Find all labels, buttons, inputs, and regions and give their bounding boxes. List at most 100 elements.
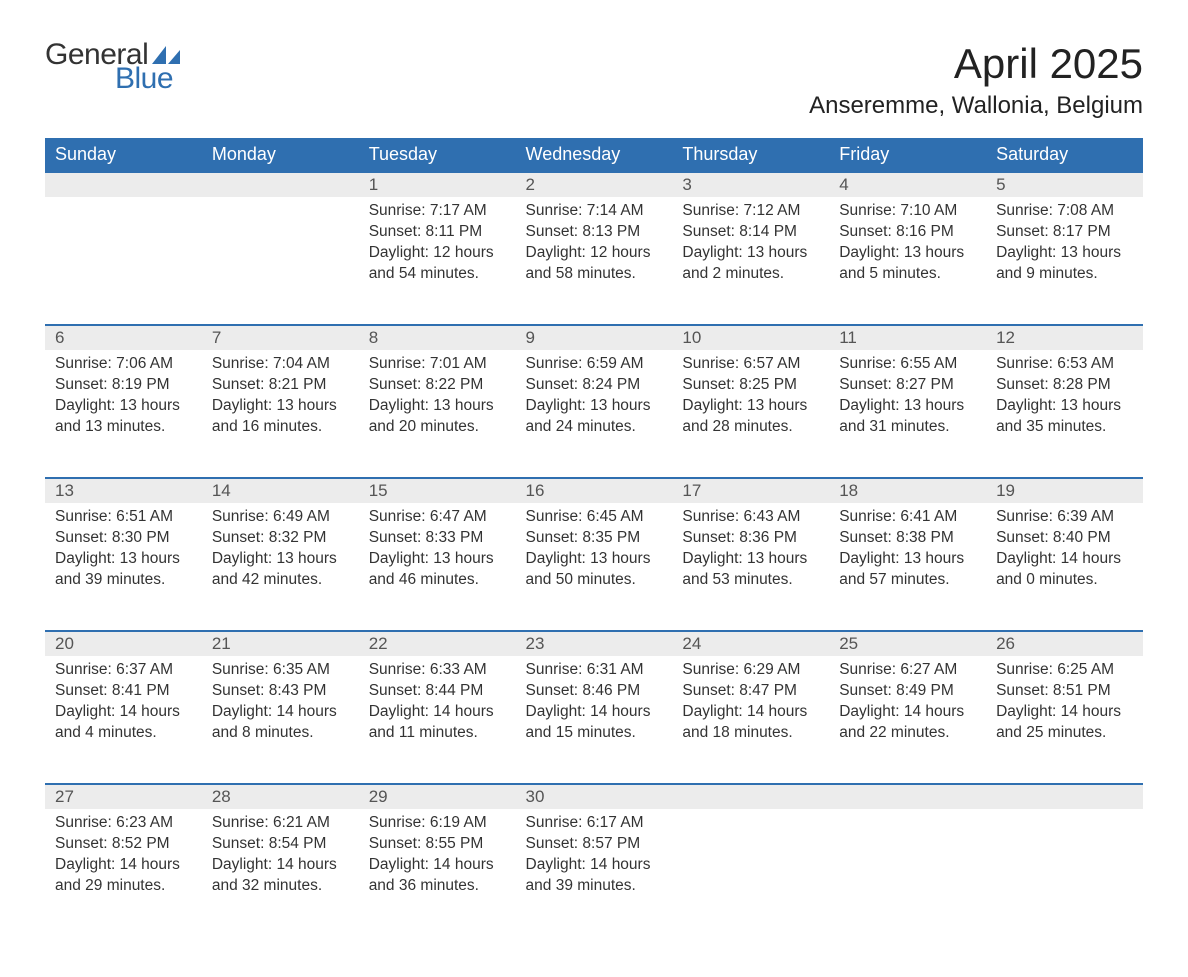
sunrise-line: Sunrise: 6:41 AM <box>839 507 976 528</box>
day-number: 3 <box>672 173 829 197</box>
brand-logo: General Blue <box>45 40 180 94</box>
sunrise-line: Sunrise: 6:25 AM <box>996 660 1133 681</box>
sunrise-line: Sunrise: 7:10 AM <box>839 201 976 222</box>
sunrise-line: Sunrise: 6:29 AM <box>682 660 819 681</box>
weekday-header: Wednesday <box>516 138 673 172</box>
sunrise-line: Sunrise: 6:51 AM <box>55 507 192 528</box>
sunset-line: Sunset: 8:44 PM <box>369 681 506 702</box>
daylight-line: Daylight: 14 hours and 39 minutes. <box>526 855 663 897</box>
day-number: 16 <box>516 479 673 503</box>
sunset-line: Sunset: 8:24 PM <box>526 375 663 396</box>
weekday-header: Saturday <box>986 138 1143 172</box>
sunrise-line: Sunrise: 6:27 AM <box>839 660 976 681</box>
sunset-line: Sunset: 8:19 PM <box>55 375 192 396</box>
sunset-line: Sunset: 8:46 PM <box>526 681 663 702</box>
day-body: Sunrise: 6:33 AMSunset: 8:44 PMDaylight:… <box>359 656 516 752</box>
day-body: Sunrise: 6:27 AMSunset: 8:49 PMDaylight:… <box>829 656 986 752</box>
day-body: Sunrise: 7:06 AMSunset: 8:19 PMDaylight:… <box>45 350 202 446</box>
day-body: Sunrise: 6:59 AMSunset: 8:24 PMDaylight:… <box>516 350 673 446</box>
sunset-line: Sunset: 8:28 PM <box>996 375 1133 396</box>
sunset-line: Sunset: 8:16 PM <box>839 222 976 243</box>
empty-day-header <box>202 173 359 197</box>
day-body: Sunrise: 6:53 AMSunset: 8:28 PMDaylight:… <box>986 350 1143 446</box>
week-body-row: Sunrise: 7:06 AMSunset: 8:19 PMDaylight:… <box>45 350 1143 478</box>
sunset-line: Sunset: 8:57 PM <box>526 834 663 855</box>
week-daynum-row: 27282930 <box>45 784 1143 809</box>
empty-day-header <box>672 785 829 809</box>
day-body: Sunrise: 6:37 AMSunset: 8:41 PMDaylight:… <box>45 656 202 752</box>
weekday-header: Tuesday <box>359 138 516 172</box>
sunrise-line: Sunrise: 6:55 AM <box>839 354 976 375</box>
daylight-line: Daylight: 13 hours and 24 minutes. <box>526 396 663 438</box>
sunset-line: Sunset: 8:40 PM <box>996 528 1133 549</box>
daylight-line: Daylight: 13 hours and 13 minutes. <box>55 396 192 438</box>
sunset-line: Sunset: 8:30 PM <box>55 528 192 549</box>
sunrise-line: Sunrise: 6:43 AM <box>682 507 819 528</box>
day-number: 2 <box>516 173 673 197</box>
day-number: 22 <box>359 632 516 656</box>
sunset-line: Sunset: 8:38 PM <box>839 528 976 549</box>
sunrise-line: Sunrise: 6:47 AM <box>369 507 506 528</box>
weekday-header: Sunday <box>45 138 202 172</box>
sunset-line: Sunset: 8:54 PM <box>212 834 349 855</box>
weekday-header: Thursday <box>672 138 829 172</box>
day-number: 29 <box>359 785 516 809</box>
day-number: 11 <box>829 326 986 350</box>
day-number: 1 <box>359 173 516 197</box>
sunrise-line: Sunrise: 6:39 AM <box>996 507 1133 528</box>
daylight-line: Daylight: 13 hours and 9 minutes. <box>996 243 1133 285</box>
day-number: 12 <box>986 326 1143 350</box>
daylight-line: Daylight: 14 hours and 36 minutes. <box>369 855 506 897</box>
sunrise-line: Sunrise: 7:17 AM <box>369 201 506 222</box>
sunset-line: Sunset: 8:33 PM <box>369 528 506 549</box>
sunset-line: Sunset: 8:36 PM <box>682 528 819 549</box>
sunset-line: Sunset: 8:25 PM <box>682 375 819 396</box>
day-number: 18 <box>829 479 986 503</box>
daylight-line: Daylight: 14 hours and 25 minutes. <box>996 702 1133 744</box>
sunset-line: Sunset: 8:47 PM <box>682 681 819 702</box>
page-header: General Blue April 2025 Anseremme, Wallo… <box>45 40 1143 120</box>
weekday-header-row: SundayMondayTuesdayWednesdayThursdayFrid… <box>45 138 1143 172</box>
day-number: 30 <box>516 785 673 809</box>
day-number: 8 <box>359 326 516 350</box>
day-number: 20 <box>45 632 202 656</box>
sunrise-line: Sunrise: 6:37 AM <box>55 660 192 681</box>
daylight-line: Daylight: 13 hours and 57 minutes. <box>839 549 976 591</box>
empty-day-body <box>45 197 202 209</box>
daylight-line: Daylight: 13 hours and 5 minutes. <box>839 243 976 285</box>
day-body: Sunrise: 6:23 AMSunset: 8:52 PMDaylight:… <box>45 809 202 905</box>
sunrise-line: Sunrise: 7:06 AM <box>55 354 192 375</box>
daylight-line: Daylight: 13 hours and 53 minutes. <box>682 549 819 591</box>
sunrise-line: Sunrise: 7:04 AM <box>212 354 349 375</box>
location-text: Anseremme, Wallonia, Belgium <box>809 92 1143 120</box>
empty-day-header <box>829 785 986 809</box>
daylight-line: Daylight: 13 hours and 39 minutes. <box>55 549 192 591</box>
day-number: 9 <box>516 326 673 350</box>
sunset-line: Sunset: 8:11 PM <box>369 222 506 243</box>
day-body: Sunrise: 7:12 AMSunset: 8:14 PMDaylight:… <box>672 197 829 293</box>
daylight-line: Daylight: 12 hours and 58 minutes. <box>526 243 663 285</box>
sunset-line: Sunset: 8:49 PM <box>839 681 976 702</box>
day-number: 28 <box>202 785 359 809</box>
day-body: Sunrise: 6:17 AMSunset: 8:57 PMDaylight:… <box>516 809 673 905</box>
week-body-row: Sunrise: 6:51 AMSunset: 8:30 PMDaylight:… <box>45 503 1143 631</box>
sunset-line: Sunset: 8:27 PM <box>839 375 976 396</box>
day-body: Sunrise: 7:10 AMSunset: 8:16 PMDaylight:… <box>829 197 986 293</box>
sunset-line: Sunset: 8:13 PM <box>526 222 663 243</box>
day-number: 21 <box>202 632 359 656</box>
daylight-line: Daylight: 14 hours and 11 minutes. <box>369 702 506 744</box>
daylight-line: Daylight: 13 hours and 42 minutes. <box>212 549 349 591</box>
day-number: 7 <box>202 326 359 350</box>
day-number: 14 <box>202 479 359 503</box>
sunrise-line: Sunrise: 6:23 AM <box>55 813 192 834</box>
day-body: Sunrise: 7:01 AMSunset: 8:22 PMDaylight:… <box>359 350 516 446</box>
sunrise-line: Sunrise: 6:19 AM <box>369 813 506 834</box>
day-body: Sunrise: 6:39 AMSunset: 8:40 PMDaylight:… <box>986 503 1143 599</box>
sunset-line: Sunset: 8:51 PM <box>996 681 1133 702</box>
daylight-line: Daylight: 14 hours and 18 minutes. <box>682 702 819 744</box>
sunset-line: Sunset: 8:55 PM <box>369 834 506 855</box>
daylight-line: Daylight: 13 hours and 2 minutes. <box>682 243 819 285</box>
day-number: 25 <box>829 632 986 656</box>
day-number: 13 <box>45 479 202 503</box>
day-body: Sunrise: 6:45 AMSunset: 8:35 PMDaylight:… <box>516 503 673 599</box>
